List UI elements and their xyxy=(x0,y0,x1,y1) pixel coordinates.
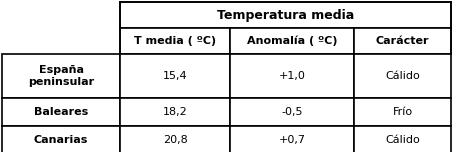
Text: 15,4: 15,4 xyxy=(163,71,187,81)
Text: Temperatura media: Temperatura media xyxy=(217,9,354,21)
Bar xyxy=(230,98,354,126)
Bar xyxy=(120,2,451,28)
Text: Cálido: Cálido xyxy=(385,71,420,81)
Text: +1,0: +1,0 xyxy=(278,71,306,81)
Text: T media ( ºC): T media ( ºC) xyxy=(134,36,216,46)
Bar xyxy=(230,126,354,152)
Text: Carácter: Carácter xyxy=(376,36,429,46)
Text: +0,7: +0,7 xyxy=(278,135,306,145)
Bar xyxy=(120,28,230,54)
Text: Frío: Frío xyxy=(392,107,413,117)
Text: España
peninsular: España peninsular xyxy=(28,65,94,87)
Bar xyxy=(354,54,451,98)
Text: 20,8: 20,8 xyxy=(163,135,187,145)
Bar xyxy=(2,2,120,54)
Bar xyxy=(2,126,120,152)
Bar xyxy=(354,126,451,152)
Bar xyxy=(230,54,354,98)
Bar xyxy=(120,126,230,152)
Text: Cálido: Cálido xyxy=(385,135,420,145)
Bar xyxy=(120,54,230,98)
Bar xyxy=(230,28,354,54)
Text: 18,2: 18,2 xyxy=(163,107,187,117)
Bar xyxy=(2,98,120,126)
Bar xyxy=(354,28,451,54)
Text: -0,5: -0,5 xyxy=(281,107,303,117)
Bar xyxy=(2,54,120,98)
Bar xyxy=(354,98,451,126)
Text: Canarias: Canarias xyxy=(34,135,88,145)
Bar xyxy=(120,98,230,126)
Text: Anomalía ( ºC): Anomalía ( ºC) xyxy=(247,36,337,46)
Text: Baleares: Baleares xyxy=(34,107,88,117)
